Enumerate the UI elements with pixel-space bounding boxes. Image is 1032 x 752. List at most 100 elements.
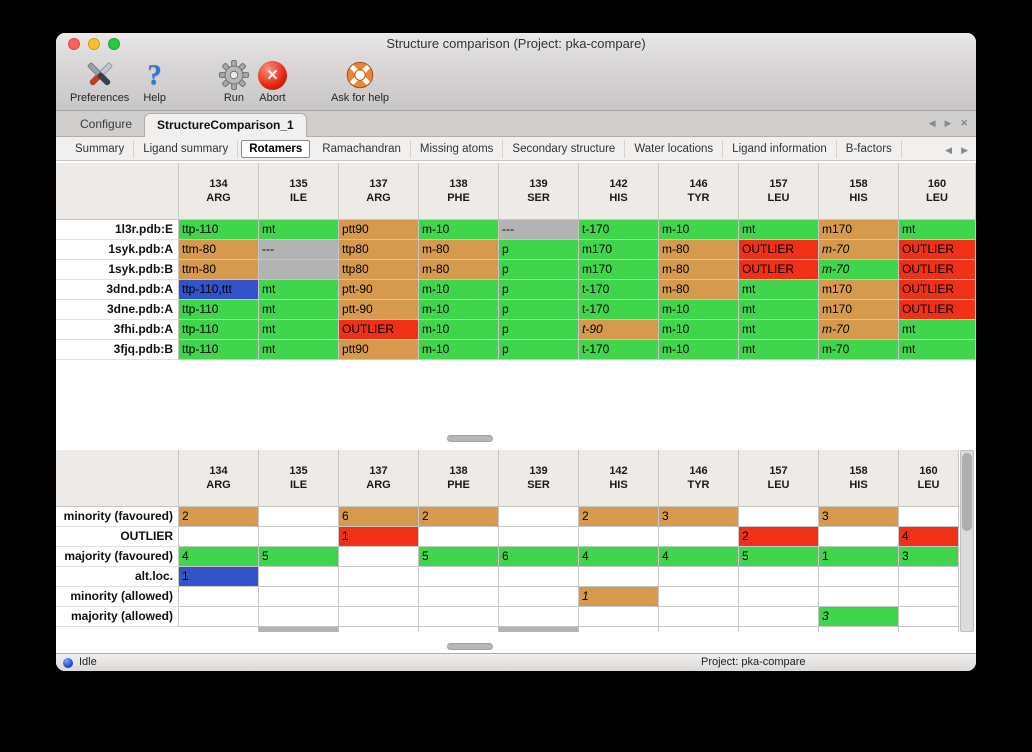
- subtab-scroll-right-icon[interactable]: [961, 143, 968, 157]
- table-cell[interactable]: m-80: [659, 280, 739, 300]
- table-cell[interactable]: m-80: [419, 260, 499, 280]
- table-cell[interactable]: [339, 607, 419, 627]
- table-cell[interactable]: 1: [579, 587, 659, 607]
- table-cell[interactable]: ttp-110,ttt: [179, 280, 259, 300]
- table-cell[interactable]: [419, 607, 499, 627]
- tab-close-icon[interactable]: [960, 116, 968, 130]
- table-cell[interactable]: mt: [739, 280, 819, 300]
- table-cell[interactable]: OUTLIER: [899, 240, 976, 260]
- table-cell[interactable]: [659, 527, 739, 547]
- table-cell[interactable]: [739, 607, 819, 627]
- table-cell[interactable]: ---: [259, 240, 339, 260]
- table-cell[interactable]: m170: [579, 240, 659, 260]
- table-cell[interactable]: [899, 507, 959, 527]
- table-cell[interactable]: m-70: [819, 320, 899, 340]
- table-cell[interactable]: [499, 507, 579, 527]
- table-cell[interactable]: ptt-90: [339, 280, 419, 300]
- table-cell[interactable]: [499, 607, 579, 627]
- table-cell[interactable]: m-10: [419, 320, 499, 340]
- table-cell[interactable]: [179, 587, 259, 607]
- table-cell[interactable]: [579, 607, 659, 627]
- table-cell[interactable]: mt: [259, 280, 339, 300]
- table-cell[interactable]: p: [499, 280, 579, 300]
- splitter-handle-bottom[interactable]: [447, 643, 493, 650]
- table-cell[interactable]: p: [499, 340, 579, 360]
- row-label[interactable]: 3fjq.pdb:B: [56, 340, 179, 360]
- table-cell[interactable]: [579, 567, 659, 587]
- table-cell[interactable]: ttm-80: [179, 260, 259, 280]
- table-cell[interactable]: [419, 527, 499, 547]
- table-cell[interactable]: ttp80: [339, 260, 419, 280]
- table-cell[interactable]: [899, 607, 959, 627]
- preferences-button[interactable]: Preferences: [70, 58, 129, 104]
- table-cell[interactable]: 3: [819, 607, 899, 627]
- table-cell[interactable]: ptt90: [339, 220, 419, 240]
- table-cell[interactable]: [259, 567, 339, 587]
- zoom-window-button[interactable]: [108, 38, 120, 50]
- table-cell[interactable]: [819, 527, 899, 547]
- table-cell[interactable]: m-80: [419, 240, 499, 260]
- run-button[interactable]: Run: [218, 58, 250, 104]
- row-label[interactable]: 1l3r.pdb:E: [56, 220, 179, 240]
- table-cell[interactable]: [339, 547, 419, 567]
- table-cell[interactable]: mt: [259, 220, 339, 240]
- table-cell[interactable]: t-170: [579, 220, 659, 240]
- ask-for-help-button[interactable]: Ask for help: [331, 58, 389, 104]
- table-cell[interactable]: m-70: [819, 240, 899, 260]
- row-label[interactable]: 3fhi.pdb:A: [56, 320, 179, 340]
- subtab-secondary-structure[interactable]: Secondary structure: [503, 139, 626, 158]
- table-cell[interactable]: 2: [419, 507, 499, 527]
- table-cell[interactable]: m-10: [659, 220, 739, 240]
- table-cell[interactable]: mt: [739, 340, 819, 360]
- table-cell[interactable]: [259, 587, 339, 607]
- table-cell[interactable]: mt: [899, 320, 976, 340]
- table-cell[interactable]: ttp-110: [179, 220, 259, 240]
- table-cell[interactable]: 3: [899, 547, 959, 567]
- table-cell[interactable]: [339, 567, 419, 587]
- table-cell[interactable]: ttp-110: [179, 300, 259, 320]
- table-cell[interactable]: mt: [259, 340, 339, 360]
- table-cell[interactable]: 4: [899, 527, 959, 547]
- table-cell[interactable]: 4: [579, 547, 659, 567]
- table-cell[interactable]: ptt90: [339, 340, 419, 360]
- table-cell[interactable]: ttp-110: [179, 340, 259, 360]
- table-cell[interactable]: [419, 567, 499, 587]
- table-cell[interactable]: m170: [819, 300, 899, 320]
- table-cell[interactable]: m-10: [419, 340, 499, 360]
- table-cell[interactable]: [179, 527, 259, 547]
- subtab-water-locations[interactable]: Water locations: [625, 139, 724, 158]
- table-cell[interactable]: [739, 507, 819, 527]
- table-cell[interactable]: [659, 587, 739, 607]
- subtab-ligand-information[interactable]: Ligand information: [723, 139, 837, 158]
- table-cell[interactable]: [499, 567, 579, 587]
- table-cell[interactable]: t-170: [579, 280, 659, 300]
- table-cell[interactable]: ptt-90: [339, 300, 419, 320]
- table-cell[interactable]: m170: [819, 280, 899, 300]
- table-cell[interactable]: 2: [739, 527, 819, 547]
- table-cell[interactable]: m170: [819, 220, 899, 240]
- table-cell[interactable]: [659, 567, 739, 587]
- table-cell[interactable]: 3: [819, 507, 899, 527]
- table-cell[interactable]: m-10: [419, 220, 499, 240]
- table-cell[interactable]: 5: [259, 547, 339, 567]
- tab-scroll-right-icon[interactable]: [944, 116, 951, 130]
- table-cell[interactable]: ttp-110: [179, 320, 259, 340]
- table-cell[interactable]: OUTLIER: [899, 260, 976, 280]
- table-cell[interactable]: mt: [739, 220, 819, 240]
- help-button[interactable]: ? Help: [143, 58, 166, 104]
- table-cell[interactable]: m-10: [419, 300, 499, 320]
- table-cell[interactable]: mt: [739, 300, 819, 320]
- table-cell[interactable]: OUTLIER: [739, 240, 819, 260]
- subtab-b-factors[interactable]: B-factors: [837, 139, 902, 158]
- minimize-window-button[interactable]: [88, 38, 100, 50]
- row-label[interactable]: 3dnd.pdb:A: [56, 280, 179, 300]
- splitter-handle[interactable]: [447, 435, 493, 442]
- tab-structurecomparison-1[interactable]: StructureComparison_1: [144, 113, 307, 137]
- vertical-scrollbar[interactable]: [960, 450, 974, 632]
- row-label[interactable]: 1syk.pdb:A: [56, 240, 179, 260]
- table-cell[interactable]: [259, 260, 339, 280]
- table-cell[interactable]: [819, 587, 899, 607]
- table-cell[interactable]: m-70: [819, 340, 899, 360]
- table-cell[interactable]: m-10: [419, 280, 499, 300]
- tab-configure[interactable]: Configure: [80, 117, 133, 131]
